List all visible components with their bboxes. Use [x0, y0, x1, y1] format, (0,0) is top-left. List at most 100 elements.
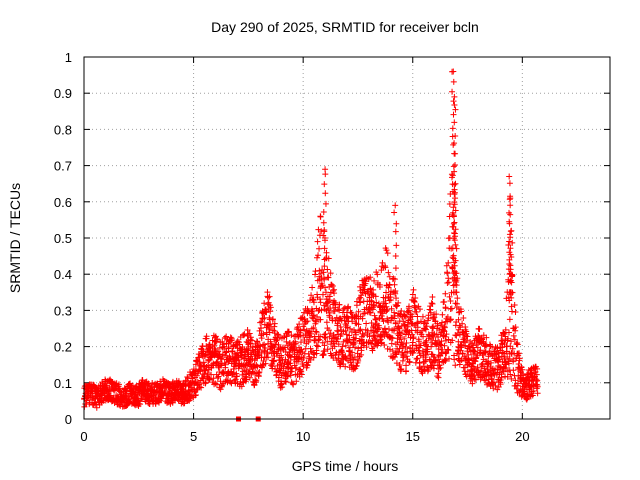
data-point: [321, 263, 328, 270]
data-point: [379, 310, 386, 317]
data-point: [406, 359, 413, 366]
data-point: [482, 348, 489, 355]
data-point: [329, 282, 336, 289]
data-point: [447, 317, 454, 324]
data-point: [514, 341, 521, 348]
data-point: [442, 333, 449, 340]
data-point: [356, 327, 363, 334]
data-point: [321, 334, 328, 341]
data-point: [441, 298, 448, 305]
data-point: [322, 335, 329, 342]
data-point: [392, 252, 399, 259]
data-point: [428, 343, 435, 350]
data-point: [460, 338, 467, 345]
data-point: [449, 125, 456, 132]
data-point: [293, 378, 300, 385]
data-point: [455, 316, 462, 323]
data-point: [212, 333, 219, 340]
data-point: [391, 276, 398, 283]
data-point: [313, 350, 320, 357]
data-point: [233, 373, 240, 380]
data-point: [507, 245, 514, 252]
data-point: [313, 342, 320, 349]
data-point: [321, 181, 328, 188]
data-point: [458, 357, 465, 364]
data-point: [501, 330, 508, 337]
data-point: [481, 365, 488, 372]
data-point: [415, 336, 422, 343]
data-point: [322, 200, 329, 207]
data-point: [528, 370, 535, 377]
data-point: [449, 275, 456, 282]
data-point: [283, 338, 290, 345]
y-tick-label: 0.9: [54, 86, 72, 101]
data-point: [506, 231, 513, 238]
data-point: [323, 289, 330, 296]
data-point: [426, 356, 433, 363]
data-point: [346, 344, 353, 351]
data-point: [381, 341, 388, 348]
data-point: [384, 306, 391, 313]
data-point: [502, 358, 509, 365]
data-point: [364, 288, 371, 295]
data-point: [414, 355, 421, 362]
data-point: [431, 314, 438, 321]
data-point: [262, 360, 269, 367]
data-point: [371, 312, 378, 319]
data-point: [137, 401, 144, 408]
data-point: [401, 335, 408, 342]
data-point: [444, 346, 451, 353]
data-point: [460, 315, 467, 322]
data-point: [384, 250, 391, 257]
data-point: [403, 362, 410, 369]
data-point: [236, 341, 243, 348]
data-point: [443, 262, 450, 269]
data-point: [208, 371, 215, 378]
data-point: [452, 133, 459, 140]
data-point: [246, 330, 253, 337]
data-point: [282, 379, 289, 386]
data-point: [320, 219, 327, 226]
data-point: [298, 371, 305, 378]
data-point: [313, 254, 320, 261]
data-point: [396, 362, 403, 369]
data-point: [291, 341, 298, 348]
data-point: [398, 308, 405, 315]
data-point: [256, 369, 263, 376]
data-point: [358, 292, 365, 299]
points-layer: [81, 68, 541, 422]
data-point: [437, 322, 444, 329]
data-point: [356, 295, 363, 302]
data-point: [254, 338, 261, 345]
data-point: [339, 343, 346, 350]
data-point: [363, 344, 370, 351]
data-point: [423, 323, 430, 330]
data-point: [320, 209, 327, 216]
data-point: [316, 336, 323, 343]
data-point: [368, 320, 375, 327]
data-point: [282, 369, 289, 376]
data-point: [362, 278, 369, 285]
data-point: [429, 324, 436, 331]
data-point: [459, 350, 466, 357]
data-point: [334, 320, 341, 327]
data-point: [214, 374, 221, 381]
data-point: [508, 227, 515, 234]
x-tick-label: 10: [296, 429, 310, 444]
data-point: [451, 281, 458, 288]
data-point: [490, 370, 497, 377]
data-point: [284, 329, 291, 336]
data-point: [306, 353, 313, 360]
data-point: [313, 329, 320, 336]
data-point: [325, 255, 332, 262]
data-point: [396, 345, 403, 352]
data-point: [144, 381, 151, 388]
data-point: [394, 302, 401, 309]
x-tick-label: 0: [80, 429, 87, 444]
data-point: [427, 309, 434, 316]
data-point: [508, 303, 515, 310]
data-point: [342, 363, 349, 370]
data-point: [424, 348, 431, 355]
data-point: [393, 242, 400, 249]
data-point: [349, 349, 356, 356]
